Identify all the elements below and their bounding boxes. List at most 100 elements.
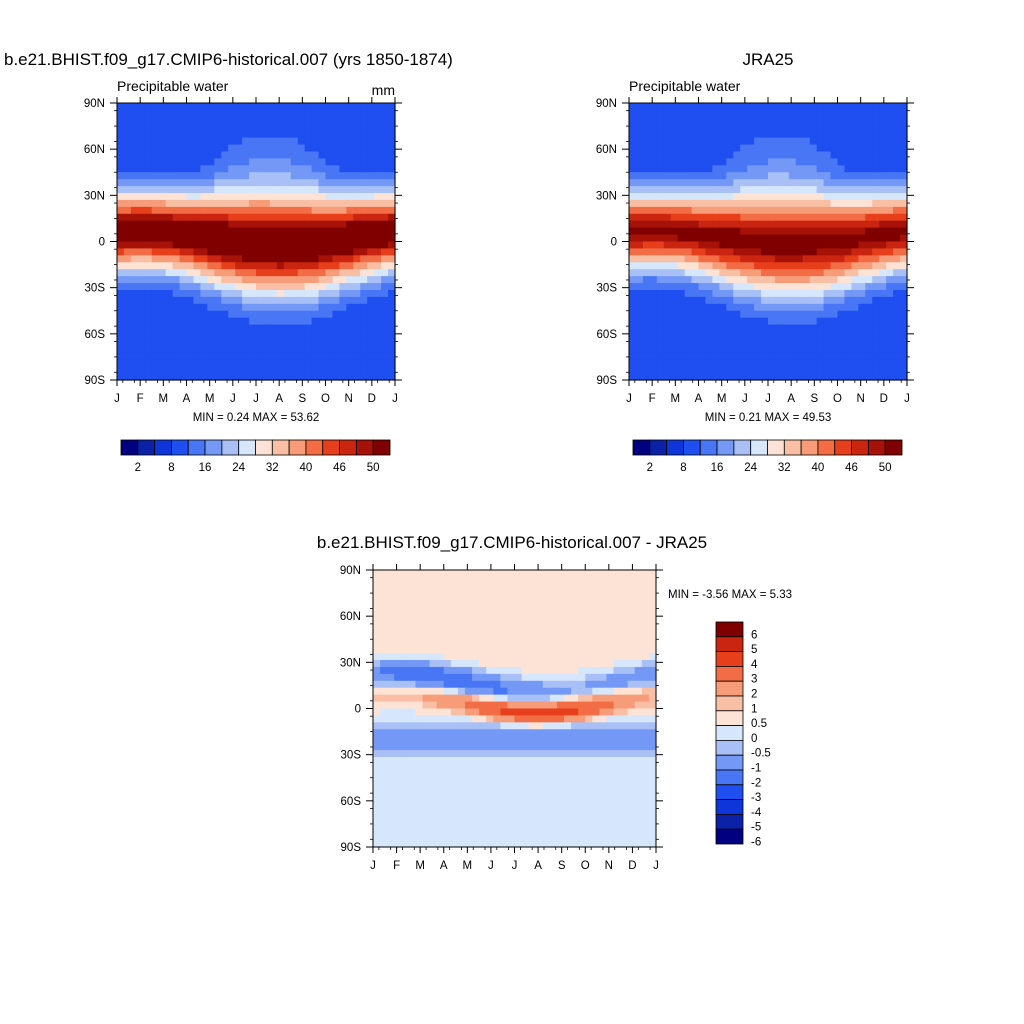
panel-obs-cell [837,373,846,381]
panel-diff-cell [599,570,608,578]
panel-obs-cell [663,193,672,201]
panel-obs-cell [663,137,672,146]
panel-obs-cell [893,206,901,215]
panel-diff-cell [507,694,516,703]
panel-obs-cell [823,165,832,173]
panel-diff-cell [542,805,551,813]
panel-model-cell [283,234,292,243]
panel-model-colorbar-label: 16 [199,462,212,474]
panel-obs-cell [698,310,707,319]
panel-model-cell [360,109,368,118]
panel-diff-cell [464,646,473,654]
panel-diff-cell [422,729,431,737]
panel-diff-cell [500,694,509,703]
panel-obs-cell [823,103,832,111]
panel-model-cell [381,352,389,360]
panel-diff-cell [564,576,572,585]
panel-model-cell [130,269,139,277]
panel-obs-cell [844,130,852,139]
panel-diff-cell [627,694,636,703]
panel-diff-cell [571,625,579,633]
panel-obs-cell [642,255,651,263]
panel-model-cell [304,241,313,250]
panel-model-cell [117,199,125,208]
panel-obs-cell [691,269,700,277]
panel-diff-cell [521,708,530,717]
panel-obs-cell [795,165,804,173]
panel-model-cell [151,248,160,256]
panel-diff-cell [493,819,501,827]
panel-obs-cell [733,331,741,340]
panel-obs-cell [705,234,713,243]
panel-diff-cell [606,777,615,786]
panel-diff-cell [429,743,438,751]
panel-diff-cell [613,812,622,820]
panel-diff-cell [443,576,452,585]
panel-model-cell [262,193,271,201]
panel-diff-cell [634,673,643,682]
panel-obs-cell [733,317,741,326]
panel-model-cell [172,116,181,125]
panel-model-cell [144,130,153,139]
panel-diff-cell [592,611,600,620]
panel-model-cell [332,338,340,346]
panel-model-cell [353,276,361,284]
panel-diff-cell [450,576,459,585]
panel-obs-cell [740,137,748,146]
panel-obs-cell [830,269,839,277]
panel-model-cell [200,373,208,381]
panel-obs-cell [781,199,790,208]
panel-obs-cell [698,186,707,194]
panel-obs-cell [844,144,852,153]
panel-model-cell [172,241,181,250]
panel-model-cell [256,289,264,298]
panel-diff-cell [464,750,473,758]
panel-diff-cell [457,729,466,737]
panel-obs-cell [677,123,686,132]
panel-diff-cell [613,819,622,827]
panel-model-cell [276,144,285,153]
panel-obs-cell [823,172,832,180]
panel-diff-cell [549,750,558,758]
panel-obs-cell [816,151,825,159]
panel-diff-cell [394,646,402,654]
panel-model-cell [158,283,167,291]
panel-diff-cell [387,590,395,599]
panel-model-cell [221,199,229,208]
panel-diff-cell [578,701,586,710]
panel-obs-cell [684,165,693,173]
panel-diff-cell [585,729,593,737]
panel-model-cell [117,345,125,353]
panel-diff-cell [528,784,537,793]
panel-model-cell [193,262,201,270]
panel-diff-cell [394,660,402,668]
panel-model-cell [332,352,340,360]
panel-obs-cell [781,165,790,173]
panel-obs-colorbar-swatch [750,439,768,456]
panel-obs-cell [858,193,866,201]
panel-model-colorbar-label: 50 [367,462,380,474]
panel-model-cell [256,248,264,256]
panel-diff-cell [556,570,565,578]
panel-model-cell [262,179,271,187]
panel-obs-cell [629,303,637,312]
panel-obs-cell [851,262,859,270]
panel-diff-cell [648,770,657,779]
panel-model-cell [193,227,201,236]
panel-diff-cell [493,597,501,606]
panel-obs-cell [726,213,734,222]
panel-model-cell [151,213,160,222]
panel-obs-cell [712,103,720,111]
panel-model-cell [228,199,236,208]
panel-model-cell [221,366,229,374]
panel-diff-cell [606,701,615,710]
panel-model-cell [262,186,271,194]
panel-model-cell [297,373,306,381]
panel-obs-cell [837,283,846,291]
panel-diff-cell [627,722,636,730]
panel-diff-cell [542,660,551,668]
panel-diff-cell [514,576,523,585]
panel-diff-cell [493,791,501,800]
panel-obs-cell [886,255,894,263]
